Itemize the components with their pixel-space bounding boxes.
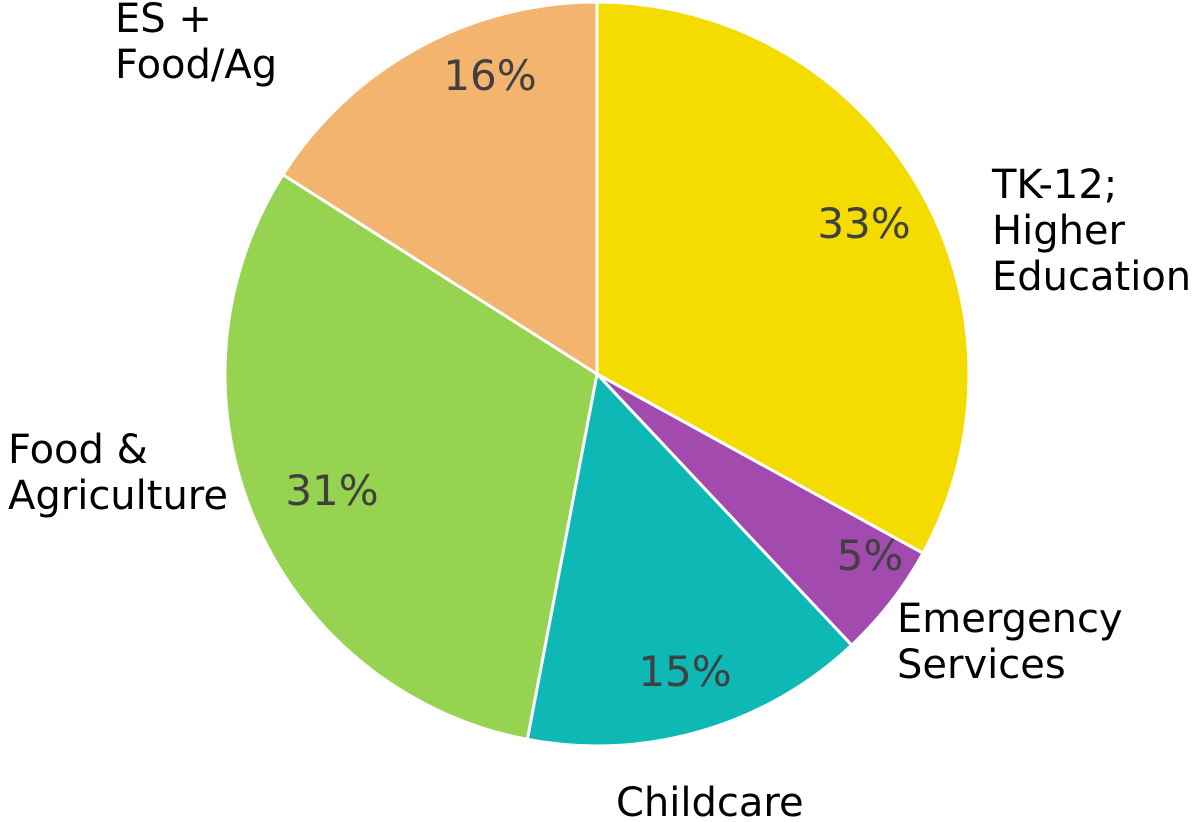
slice-value-label-4: 16% xyxy=(443,51,536,100)
slice-value-label-3: 31% xyxy=(285,466,378,515)
pie-slice-2 xyxy=(525,372,854,748)
slice-name-line: Agriculture xyxy=(8,473,228,519)
slice-value-label-1: 5% xyxy=(837,531,904,580)
pie-slice-4 xyxy=(281,0,599,376)
slice-name-line: Education xyxy=(992,254,1191,300)
slice-name-label-1: Emergency Services xyxy=(897,596,1123,688)
slice-name-label-3: Food & Agriculture xyxy=(8,427,228,519)
slice-name-line: Higher xyxy=(992,208,1126,254)
slice-name-label-2: Childcare xyxy=(616,780,804,822)
slice-name-line: TK-12; xyxy=(991,162,1117,208)
pie-slices xyxy=(223,0,971,748)
slice-value-label-2: 15% xyxy=(638,647,731,696)
pie-slice-0 xyxy=(595,0,971,555)
slice-name-label-4: ES + Food/Ag xyxy=(115,0,277,88)
slice-name-line: Services xyxy=(897,642,1066,688)
slice-name-line: Food/Ag xyxy=(115,42,277,88)
slice-name-line: Emergency xyxy=(897,596,1123,642)
slice-name-label-0: TK-12; Higher Education xyxy=(991,162,1191,300)
slice-name-line: Food & xyxy=(8,427,148,473)
slice-name-line: ES + xyxy=(115,0,212,42)
slice-name-line: Childcare xyxy=(616,780,804,822)
slice-value-label-0: 33% xyxy=(817,199,910,248)
pie-labels: 33% TK-12; Higher Education 5% Emergency Servi… xyxy=(8,0,1191,822)
